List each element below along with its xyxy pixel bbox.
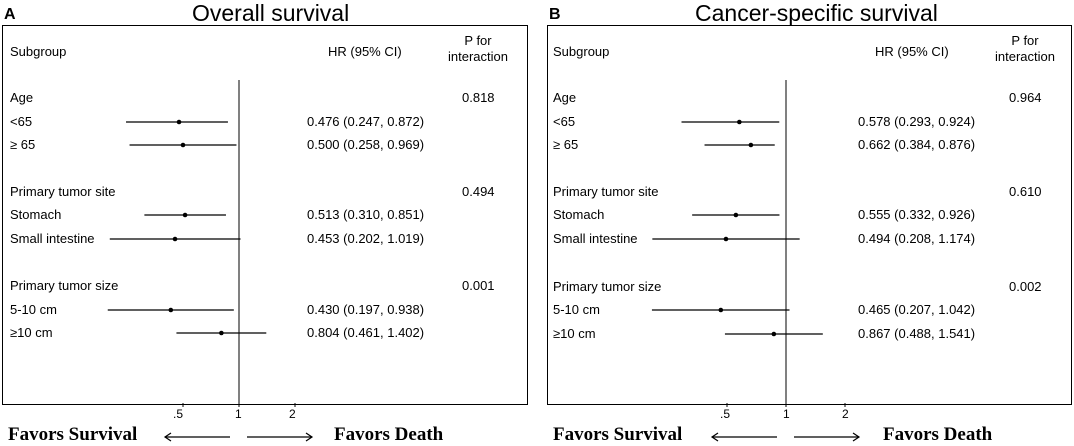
hr-ci-text: 0.555 (0.332, 0.926) <box>858 207 976 222</box>
tick-label: .5 <box>173 407 184 421</box>
hr-ci-text: 0.430 (0.197, 0.938) <box>307 302 425 317</box>
hr-header: HR (95% CI) <box>328 44 402 59</box>
p-interaction-value: 0.001 <box>462 278 495 293</box>
subgroup-label: 5-10 cm <box>10 302 57 317</box>
hr-point <box>723 236 729 242</box>
hr-point <box>219 330 224 336</box>
favors-death-label: Favors Death <box>883 424 993 445</box>
hr-ci-text: 0.494 (0.208, 1.174) <box>858 231 976 246</box>
plot-frame <box>2 25 528 405</box>
p-interaction-value: 0.818 <box>462 90 495 105</box>
favors-death-arrowhead <box>305 432 314 442</box>
group-label: Primary tumor site <box>10 184 116 199</box>
subgroup-label: Stomach <box>10 207 62 222</box>
subgroup-label: Small intestine <box>10 231 95 246</box>
hr-ci-text: 0.465 (0.207, 1.042) <box>858 302 976 317</box>
tick-label: 1 <box>235 407 242 421</box>
hr-ci-text: 0.500 (0.258, 0.969) <box>307 137 425 152</box>
hr-ci-text: 0.453 (0.202, 1.019) <box>307 231 425 246</box>
forest-plot-b <box>651 80 861 442</box>
tick-label: 2 <box>842 407 849 421</box>
hr-ci-text: 0.476 (0.247, 0.872) <box>307 114 425 129</box>
group-label: Age <box>553 90 577 105</box>
subgroup-label: ≥ 65 <box>10 137 36 152</box>
hr-ci-text: 0.513 (0.310, 0.851) <box>307 207 425 222</box>
group-label: Primary tumor size <box>553 279 662 294</box>
hr-header: HR (95% CI) <box>875 44 949 59</box>
panel-b: B Cancer-specific survival Subgroup HR (… <box>545 0 1074 446</box>
forest-plot-a <box>107 80 314 442</box>
hr-point <box>748 142 754 148</box>
subgroup-label: <65 <box>553 114 576 129</box>
p-interaction-value: 0.002 <box>1009 279 1042 294</box>
subgroup-label: ≥10 cm <box>553 326 596 341</box>
hr-point <box>718 307 724 313</box>
p-interaction-value: 0.964 <box>1009 90 1042 105</box>
subgroup-label: Stomach <box>553 207 605 222</box>
favors-survival-arrowhead <box>710 432 719 442</box>
favors-survival-label: Favors Survival <box>8 424 138 445</box>
p-interaction-value: 0.610 <box>1009 184 1042 199</box>
hr-ci-text: 0.578 (0.293, 0.924) <box>858 114 976 129</box>
hr-point <box>176 119 182 125</box>
hr-point <box>737 119 742 125</box>
subgroup-label: Small intestine <box>553 231 638 246</box>
subgroup-label: ≥10 cm <box>10 325 53 340</box>
subgroup-label: <65 <box>10 114 33 129</box>
subgroup-label: 5-10 cm <box>553 302 600 317</box>
subgroup-header: Subgroup <box>10 44 67 59</box>
hr-point <box>168 307 174 313</box>
hr-ci-text: 0.804 (0.461, 1.402) <box>307 325 425 340</box>
panel-title: Cancer-specific survival <box>695 0 938 26</box>
hr-ci-text: 0.662 (0.384, 0.876) <box>858 137 976 152</box>
subgroup-header: Subgroup <box>553 44 610 59</box>
hr-point <box>733 212 739 218</box>
panel-letter: A <box>4 6 16 23</box>
group-label: Age <box>10 90 34 105</box>
tick-label: .5 <box>720 407 731 421</box>
favors-death-arrowhead <box>852 432 861 442</box>
p-interaction-value: 0.494 <box>462 184 495 199</box>
group-label: Primary tumor size <box>10 278 119 293</box>
hr-point <box>182 212 188 218</box>
p-interaction-header: P for interaction <box>995 33 1055 64</box>
hr-point <box>771 331 777 337</box>
tick-label: 1 <box>783 407 790 421</box>
panel-a: A Overall survival Subgroup HR (95% CI) … <box>0 0 530 446</box>
tick-label: 2 <box>289 407 296 421</box>
hr-ci-text: 0.867 (0.488, 1.541) <box>858 326 976 341</box>
favors-death-label: Favors Death <box>334 424 444 445</box>
plot-frame <box>547 25 1072 405</box>
subgroup-label: ≥ 65 <box>553 137 579 152</box>
panel-title: Overall survival <box>192 0 350 26</box>
group-label: Primary tumor site <box>553 184 659 199</box>
favors-survival-arrowhead <box>163 432 172 442</box>
p-interaction-header: P for interaction <box>448 33 508 64</box>
hr-point <box>180 142 186 148</box>
panel-letter: B <box>549 6 561 23</box>
favors-survival-label: Favors Survival <box>553 424 683 445</box>
hr-point <box>172 236 178 242</box>
